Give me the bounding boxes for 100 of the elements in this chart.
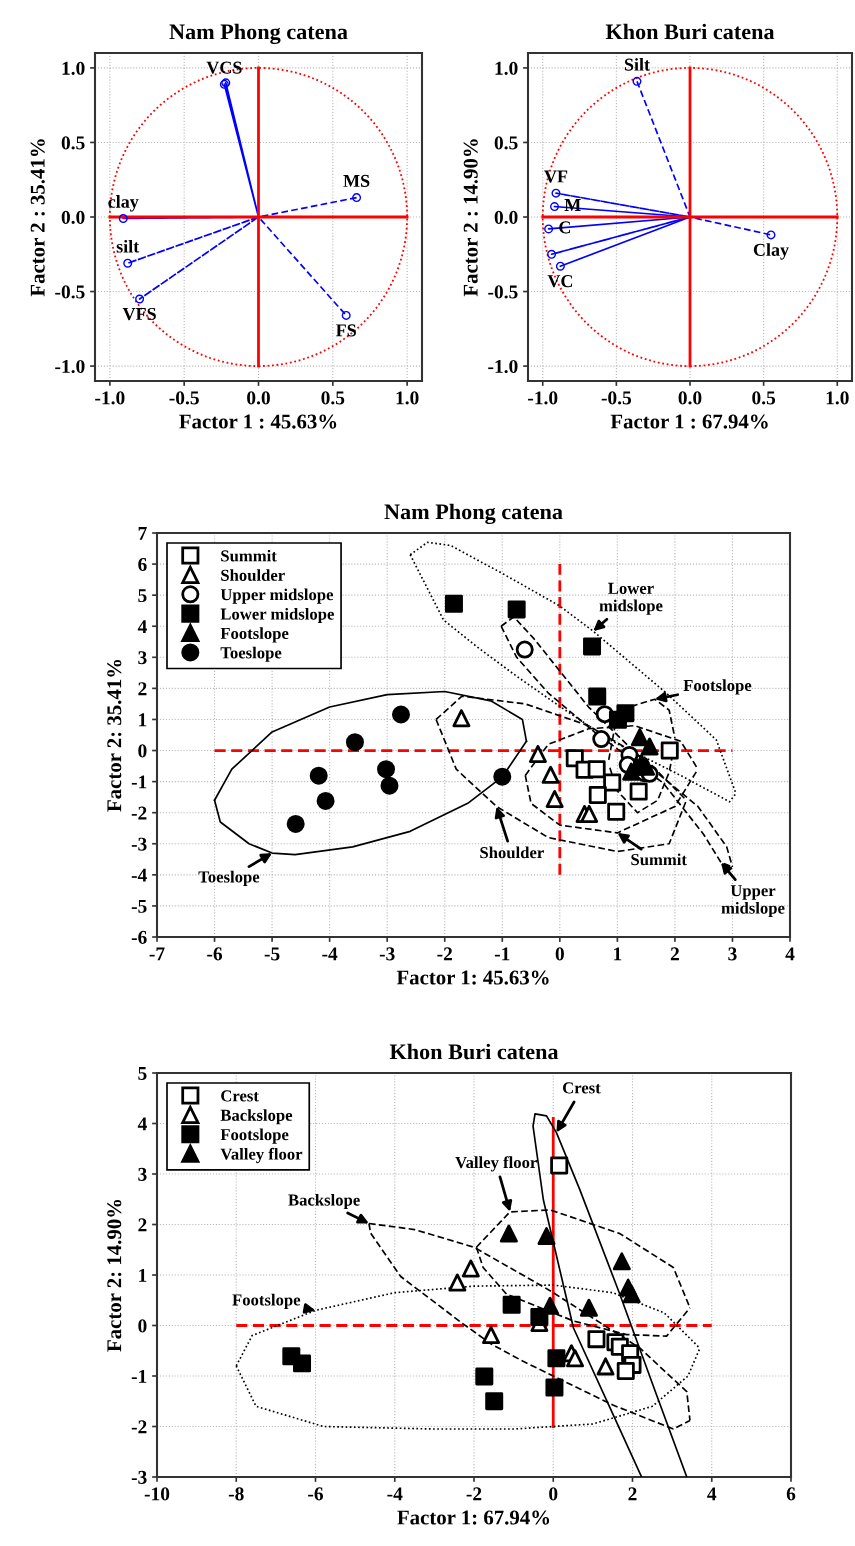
x-tick-label: 2 [670, 947, 679, 961]
y-tick-label: -3 [131, 837, 147, 851]
x-tick-label: -10 [144, 1487, 170, 1501]
x-tick-label: -6 [207, 947, 223, 961]
y-tick-label: 0.5 [61, 136, 85, 150]
legend-label: Backslope [220, 1109, 293, 1125]
y-tick-label: -3 [131, 1470, 147, 1484]
legend-label: Toeslope [220, 646, 282, 662]
chart-title: Nam Phong catena [169, 23, 348, 45]
annotation: VF [544, 170, 568, 183]
y-tick-label: 0.5 [494, 136, 518, 150]
annotation: VFS [122, 307, 156, 321]
y-axis-title: Factor 2 : 35.41% [30, 139, 45, 297]
annotation: silt [116, 239, 140, 253]
annotation: FS [335, 324, 356, 337]
annotation: Shoulder [480, 846, 544, 859]
y-tick-label: 0 [138, 1319, 147, 1333]
x-tick-label: 4 [785, 947, 795, 961]
x-tick-label: 6 [786, 1487, 796, 1501]
y-tick-label: -1.0 [55, 359, 85, 374]
legend-label: Footslope [220, 627, 289, 643]
y-tick-label: 2 [138, 682, 147, 696]
x-tick-label: -5 [264, 947, 280, 961]
y-tick-label: -1 [131, 775, 147, 789]
y-tick-label: -0.5 [55, 285, 85, 299]
x-tick-label: -7 [149, 947, 165, 961]
annotation: Upper midslope [721, 885, 785, 918]
annotation: Summit [631, 853, 687, 866]
annotation: clay [108, 195, 139, 212]
annotation: Clay [753, 243, 789, 260]
x-tick-label: -0.5 [601, 391, 632, 405]
y-tick-label: -0.5 [488, 285, 518, 299]
y-tick-label: 3 [138, 1167, 147, 1181]
annotation: Backslope [288, 1193, 360, 1210]
y-axis-title: Factor 2: 14.90% [107, 1199, 122, 1352]
y-axis-title: Factor 2 : 14.90% [463, 139, 478, 297]
annotation: Footslope [232, 1293, 301, 1309]
x-tick-label: -1.0 [528, 391, 558, 405]
y-tick-label: 1 [139, 713, 147, 727]
x-axis-title: Factor 1 : 45.63% [179, 414, 337, 429]
x-axis-title: Factor 1: 67.94% [397, 1510, 550, 1525]
x-tick-label: 0.0 [678, 391, 702, 405]
y-tick-label: 0.0 [61, 210, 85, 225]
x-tick-label: 1.0 [396, 391, 419, 405]
y-tick-label: 6 [138, 557, 147, 572]
y-tick-label: -1.0 [488, 359, 518, 374]
x-tick-label: -6 [308, 1487, 324, 1501]
annotation: Silt [624, 58, 650, 71]
y-tick-label: -2 [131, 1420, 147, 1434]
y-tick-label: 1.0 [62, 61, 85, 75]
y-tick-label: 0 [138, 744, 147, 758]
annotation: Lower midslope [599, 582, 663, 615]
x-tick-label: -4 [387, 1487, 403, 1501]
annotation: VC [547, 275, 573, 288]
legend-label: Footslope [220, 1128, 289, 1144]
y-tick-label: 1 [139, 1268, 147, 1282]
x-tick-label: 3 [728, 947, 737, 961]
chart-title: Nam Phong catena [384, 503, 563, 525]
y-tick-label: 1.0 [495, 61, 518, 75]
x-tick-label: 1 [614, 947, 622, 961]
x-tick-label: -0.5 [169, 391, 199, 405]
y-tick-label: -4 [131, 868, 147, 882]
x-tick-label: -2 [466, 1487, 482, 1501]
annotation: VCS [206, 61, 242, 74]
legend-label: Crest [221, 1090, 259, 1102]
x-tick-label: 4 [707, 1487, 717, 1501]
x-tick-label: -2 [437, 947, 452, 961]
legend-label: Valley floor [220, 1147, 303, 1164]
x-tick-label: -8 [228, 1487, 244, 1501]
y-tick-label: 3 [138, 651, 147, 665]
x-tick-label: 2 [628, 1487, 637, 1501]
annotation: Valley floor [455, 1156, 537, 1172]
x-axis-title: Factor 1 : 67.94% [610, 414, 768, 429]
y-tick-label: 5 [138, 1067, 147, 1080]
x-tick-label: -1.0 [95, 391, 125, 405]
legend-label: Lower midslope [220, 607, 334, 624]
y-tick-label: -6 [131, 930, 147, 944]
annotation: MS [343, 174, 370, 188]
x-tick-label: 1.0 [826, 391, 849, 405]
annotation: Crest [562, 1082, 601, 1094]
chart-title: Khon Buri catena [605, 23, 775, 40]
chart-title: Khon Buri catena [389, 1043, 559, 1060]
y-axis-title: Factor 2: 35.41% [107, 659, 122, 812]
annotation: Toeslope [198, 870, 260, 886]
x-tick-label: 0 [549, 1487, 558, 1501]
legend-label: Shoulder [221, 569, 285, 581]
y-tick-label: -2 [131, 806, 147, 820]
annotation: Footslope [683, 679, 752, 695]
y-tick-label: -5 [131, 899, 147, 913]
legend-label: Upper midslope [220, 588, 334, 604]
y-tick-label: 5 [138, 589, 147, 603]
y-tick-label: 4 [137, 1117, 147, 1131]
x-tick-label: -4 [322, 947, 338, 961]
x-axis-title: Factor 1: 45.63% [396, 970, 549, 985]
x-tick-label: -3 [379, 947, 395, 961]
x-tick-label: 0.0 [247, 391, 270, 405]
x-tick-label: 0.5 [321, 391, 345, 405]
legend-label: Summit [221, 549, 277, 562]
x-tick-label: 0 [555, 947, 564, 961]
y-tick-label: -1 [131, 1369, 147, 1383]
